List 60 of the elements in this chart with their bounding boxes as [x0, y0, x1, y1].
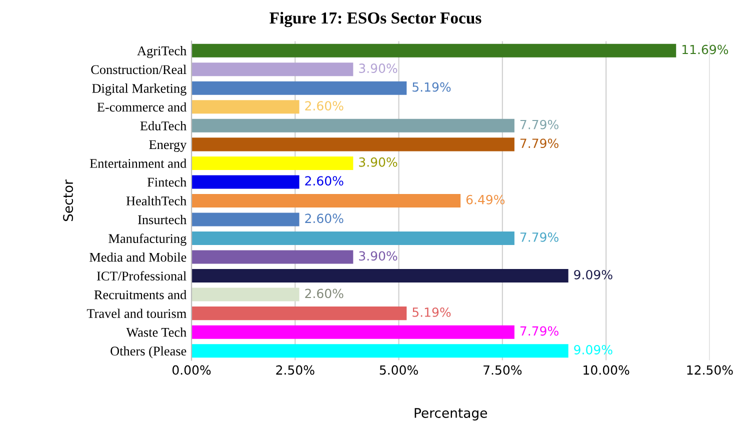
- bar: [192, 232, 514, 246]
- x-tick-label: 10.00%: [584, 365, 630, 375]
- y-tick-label: EduTech: [140, 121, 186, 130]
- bar: [192, 62, 354, 76]
- y-tick-label: Manufacturing: [108, 234, 186, 246]
- data-label: 2.60%: [305, 101, 344, 111]
- y-tick-label: Recruitments and: [94, 290, 186, 300]
- y-tick-label: Travel and tourism: [86, 308, 186, 318]
- data-label: 9.09%: [574, 345, 612, 354]
- y-tick-label: ICT/Professional: [96, 271, 186, 280]
- data-label: 6.49%: [466, 194, 505, 204]
- y-tick-label: Fintech: [147, 177, 186, 187]
- bar: [192, 194, 461, 208]
- x-tick-label: 5.00%: [380, 365, 418, 375]
- bar: [192, 44, 676, 58]
- data-label: 3.90%: [359, 157, 398, 167]
- y-tick-label: Energy: [149, 140, 187, 152]
- data-label: 2.60%: [305, 288, 344, 298]
- data-label: 7.79%: [520, 138, 558, 148]
- data-label: 7.79%: [520, 120, 558, 130]
- y-tick-label: Others (Please: [110, 346, 186, 358]
- bar: [192, 269, 568, 283]
- data-label: 2.60%: [305, 214, 344, 224]
- y-axis-title: Sector: [63, 180, 74, 222]
- x-tick-label: 12.50%: [687, 365, 733, 375]
- y-tick-label: E-commerce and: [97, 102, 186, 112]
- data-label: 5.19%: [412, 82, 451, 92]
- data-label: 11.69%: [682, 44, 728, 54]
- bar: [192, 250, 354, 264]
- y-tick-label: Insurtech: [138, 214, 186, 224]
- bar: [192, 306, 407, 320]
- chart-title: Figure 17: ESOs Sector Focus: [270, 12, 482, 28]
- x-tick-label: 7.50%: [484, 365, 522, 375]
- bar: [192, 212, 300, 226]
- data-label: 2.60%: [305, 176, 344, 186]
- data-label: 7.79%: [520, 326, 558, 336]
- data-label: 9.09%: [574, 270, 612, 280]
- bar: [192, 118, 514, 132]
- y-tick-label: Construction/Real: [91, 64, 186, 74]
- bar: [192, 344, 568, 358]
- bar: [192, 288, 300, 302]
- bar: [192, 175, 300, 189]
- y-tick-label: Waste Tech: [126, 327, 186, 337]
- x-tick-label: 2.50%: [276, 365, 314, 375]
- data-label: 7.79%: [520, 232, 558, 242]
- bar: [192, 325, 514, 339]
- data-label: 3.90%: [359, 64, 398, 74]
- data-label: 3.90%: [359, 251, 398, 261]
- bar: [192, 100, 300, 114]
- y-tick-label: Media and Mobile: [90, 252, 186, 262]
- y-tick-label: Digital Marketing: [92, 84, 186, 96]
- bar: [192, 138, 514, 152]
- data-label: 5.19%: [412, 307, 451, 317]
- bar: [192, 156, 354, 170]
- y-tick-label: HealthTech: [126, 196, 186, 206]
- x-axis-title: Percentage: [414, 408, 487, 421]
- bar: [192, 81, 407, 95]
- y-tick-label: Entertainment and: [90, 158, 186, 168]
- y-tick-label: AgriTech: [137, 46, 186, 58]
- x-tick-label: 0.00%: [172, 365, 211, 375]
